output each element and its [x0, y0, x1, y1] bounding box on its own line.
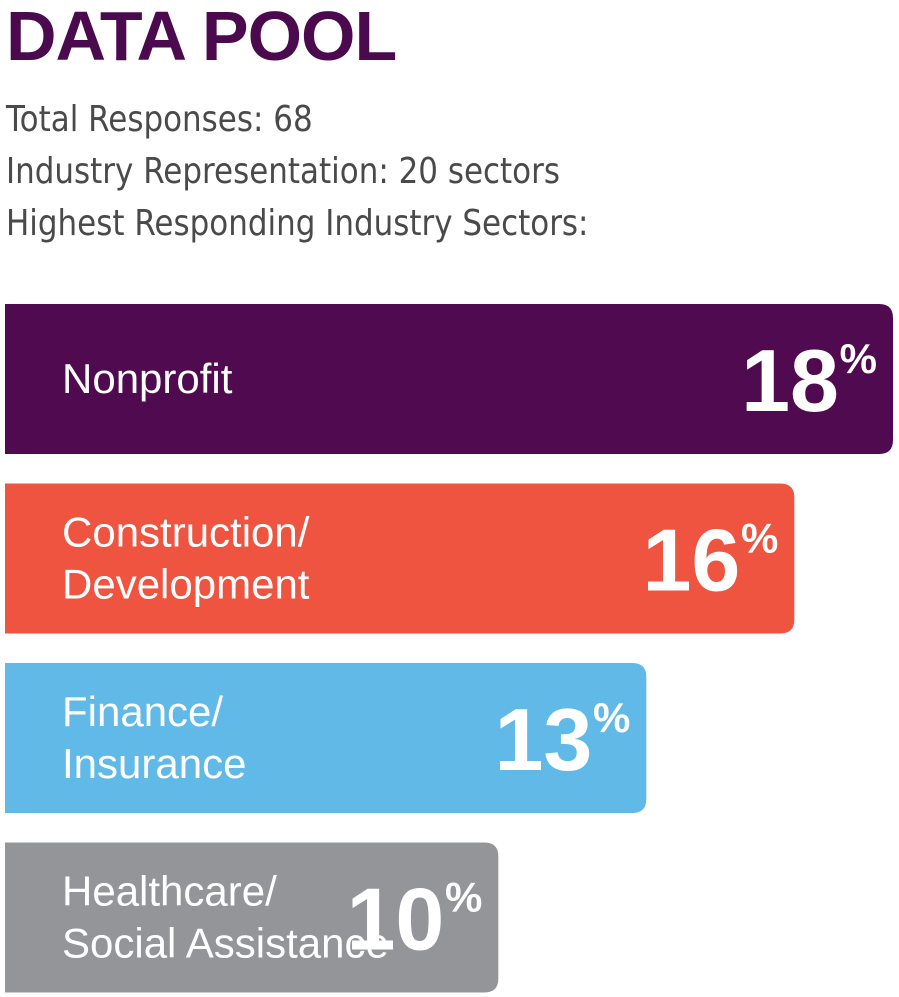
bar-label: Construction/Development	[62, 509, 310, 608]
stats-list: Total Responses: 68 Industry Representat…	[6, 94, 683, 250]
bar-value: 10	[346, 870, 444, 969]
bar	[5, 663, 647, 813]
bar-group: Finance/Insurance 13%	[5, 663, 647, 813]
bar-group: Construction/Development 16%	[5, 483, 795, 634]
bar	[5, 842, 499, 993]
bar-label-line: Healthcare/	[62, 868, 277, 915]
bar-label: Finance/Insurance	[62, 688, 246, 787]
bar	[5, 304, 893, 454]
bar-value-percent: %	[593, 694, 630, 741]
bar-label-line: Finance/	[62, 688, 223, 735]
bar-value: 18	[741, 331, 839, 430]
bar-label: Healthcare/Social Assistance	[62, 868, 389, 967]
bar	[5, 483, 795, 634]
bar-label-line: Nonprofit	[62, 355, 233, 402]
industry-representation: Industry Representation: 20 sectors	[6, 151, 560, 192]
bar-label: Nonprofit	[62, 355, 233, 402]
bar-label-line: Social Assistance	[62, 920, 389, 967]
bar-value-percent: %	[840, 335, 877, 382]
page-title: DATA POOL	[6, 0, 397, 75]
bar-label-line: Insurance	[62, 740, 246, 787]
bar-group: Nonprofit 18%	[5, 304, 893, 454]
total-responses: Total Responses: 68	[6, 99, 313, 140]
bar-value: 16	[642, 511, 740, 610]
bar-value: 13	[494, 690, 592, 789]
bar-value-percent: %	[741, 515, 778, 562]
bar-label-line: Construction/	[62, 509, 310, 556]
bar-label-line: Development	[62, 561, 310, 608]
bar-value-percent: %	[445, 874, 482, 921]
highest-sectors-heading: Highest Responding Industry Sectors:	[6, 203, 589, 244]
